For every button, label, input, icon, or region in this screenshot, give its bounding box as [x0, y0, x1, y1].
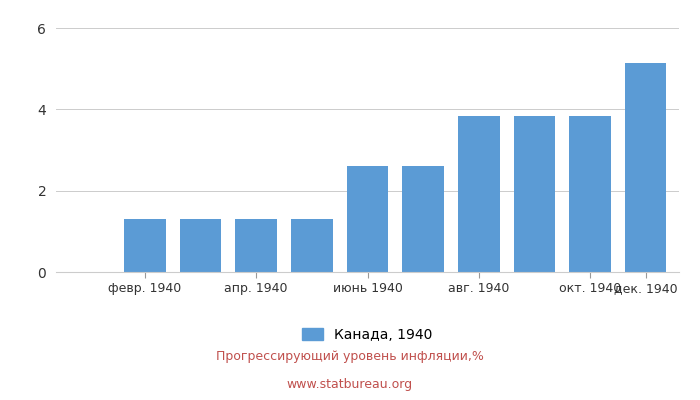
- Bar: [180, 219, 221, 272]
- Bar: [402, 166, 444, 272]
- Bar: [514, 116, 555, 272]
- Text: www.statbureau.org: www.statbureau.org: [287, 378, 413, 391]
- Bar: [235, 219, 277, 272]
- Bar: [625, 63, 666, 272]
- Bar: [569, 116, 611, 272]
- Bar: [346, 166, 389, 272]
- Legend: Канада, 1940: Канада, 1940: [297, 322, 438, 348]
- Bar: [458, 116, 500, 272]
- Bar: [291, 219, 332, 272]
- Text: Прогрессирующий уровень инфляции,%: Прогрессирующий уровень инфляции,%: [216, 350, 484, 363]
- Bar: [124, 219, 166, 272]
